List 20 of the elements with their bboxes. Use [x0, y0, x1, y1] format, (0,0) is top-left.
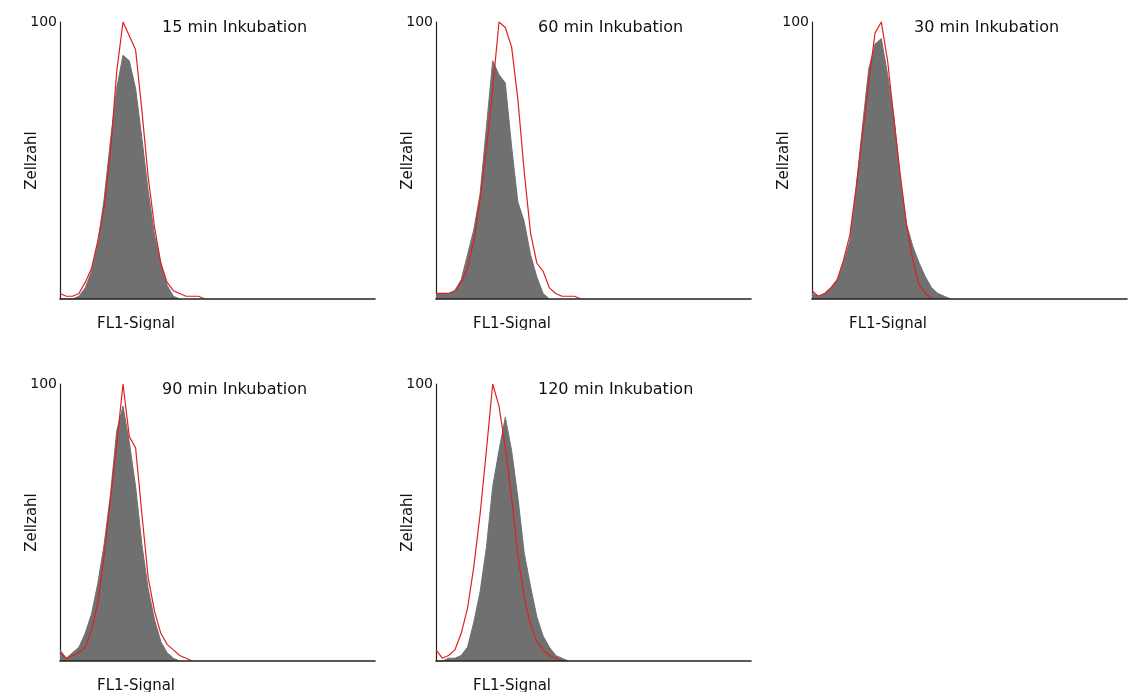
chart-title: 15 min Inkubation [162, 16, 308, 36]
y-axis-title: Zellzahl [397, 493, 416, 552]
x-axis-title: FL1-Signal [97, 675, 176, 694]
text: 100 [30, 13, 57, 29]
x-axis-title: FL1-Signal [97, 313, 176, 332]
text: 100 [782, 13, 809, 29]
x-axis-title: FL1-Signal [473, 313, 552, 332]
chart-title: 60 min Inkubation [538, 16, 684, 36]
chart-title: 30 min Inkubation [914, 16, 1060, 36]
y-axis-title: Zellzahl [397, 131, 416, 190]
chart-title: 120 min Inkubation [538, 378, 694, 398]
chart-title: 90 min Inkubation [162, 378, 308, 398]
x-axis-title: FL1-Signal [473, 675, 552, 694]
y-axis-title: Zellzahl [773, 131, 792, 190]
x-axis-title: FL1-Signal [849, 313, 928, 332]
text: 100 [30, 375, 57, 391]
y-axis-title: Zellzahl [21, 131, 40, 190]
text: 100 [406, 375, 433, 391]
text: 100 [406, 13, 433, 29]
y-axis-title: Zellzahl [21, 493, 40, 552]
